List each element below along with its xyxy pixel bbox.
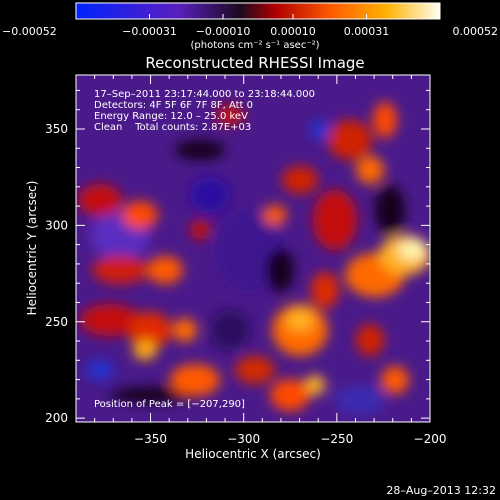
x-tick-label: −200 bbox=[414, 432, 447, 446]
peak-position-label: Position of Peak = [−207,290] bbox=[94, 399, 245, 410]
annotation-detectors: Detectors: 4F 5F 6F 7F 8F, Att 0 bbox=[94, 100, 253, 111]
x-tick-label: −300 bbox=[227, 432, 260, 446]
info-annotations: 17–Sep–2011 23:17:44.000 to 23:18:44.000… bbox=[94, 89, 315, 133]
y-tick-label: 200 bbox=[45, 411, 68, 425]
annotation-time: 17–Sep–2011 23:17:44.000 to 23:18:44.000 bbox=[94, 89, 315, 100]
axis-ticks: −350 −300 −250 −200 200 250 300 350 bbox=[45, 75, 446, 446]
x-tick-label: −350 bbox=[134, 432, 167, 446]
colorbar-units: (photons cm⁻² s⁻¹ asec⁻²) bbox=[190, 40, 319, 51]
colorbar-tick-label: 0.00031 bbox=[344, 25, 390, 38]
colorbar-tick-label: −0.00010 bbox=[196, 25, 251, 38]
y-axis-label: Heliocentric Y (arcsec) bbox=[25, 181, 39, 316]
annotation-counts: Clean Total counts: 2.87E+03 bbox=[94, 122, 251, 133]
y-tick-label: 300 bbox=[45, 218, 68, 232]
timestamp: 28–Aug–2013 12:32 bbox=[386, 484, 496, 497]
x-axis-label: Heliocentric X (arcsec) bbox=[185, 447, 321, 461]
colorbar-tick-label: −0.00052 bbox=[2, 25, 57, 38]
colorbar-tick-label: −0.00031 bbox=[122, 25, 177, 38]
colorbar: −0.00052 −0.00031 −0.00010 0.00010 0.00031 0.… bbox=[2, 2, 499, 51]
heatmap-image bbox=[76, 75, 430, 422]
colorbar-gradient bbox=[75, 2, 441, 20]
annotation-energy: Energy Range: 12.0 – 25.0 keV bbox=[94, 111, 248, 122]
y-tick-label: 250 bbox=[45, 315, 68, 329]
colorbar-tick-label: 0.00010 bbox=[270, 25, 316, 38]
plot-frame bbox=[75, 74, 431, 423]
chart-title: Reconstructed RHESSI Image bbox=[145, 54, 364, 72]
y-tick-label: 350 bbox=[45, 122, 68, 136]
x-tick-label: −250 bbox=[320, 432, 353, 446]
colorbar-tick-label: 0.00052 bbox=[453, 25, 499, 38]
